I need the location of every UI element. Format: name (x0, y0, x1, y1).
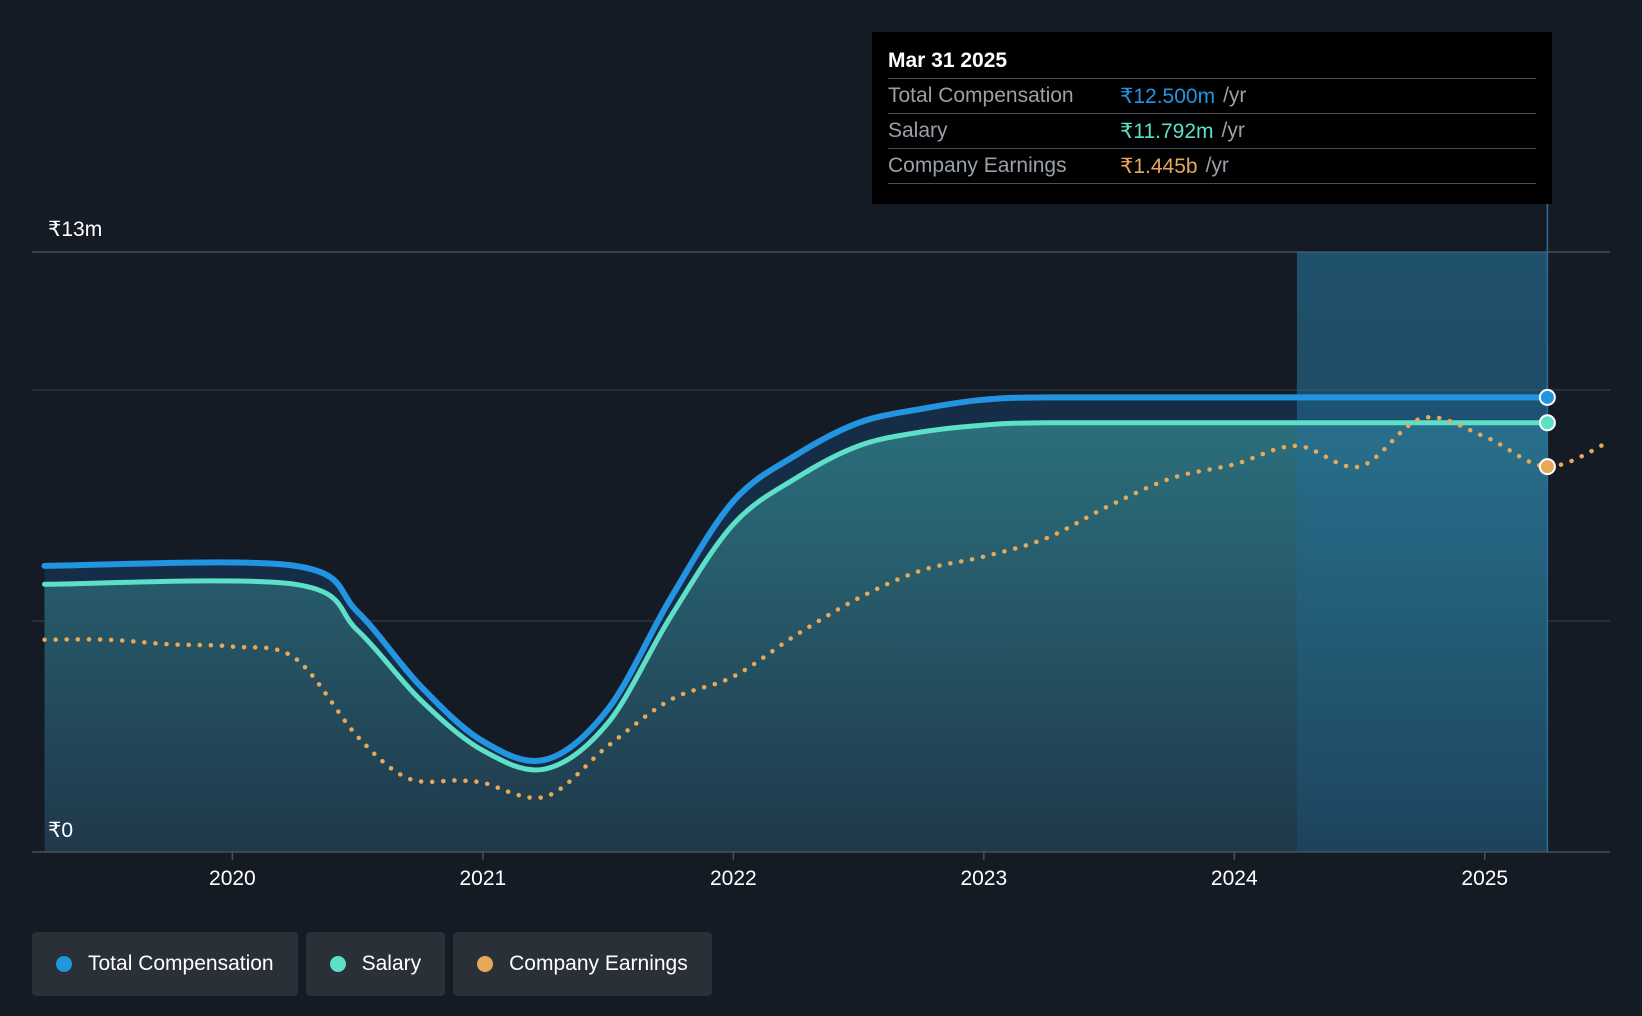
legend-item-total-compensation[interactable]: Total Compensation (32, 932, 298, 996)
chart-tooltip: Mar 31 2025 Total Compensation ₹12.500m … (872, 32, 1552, 204)
tooltip-value: ₹1.445b (1120, 154, 1198, 178)
legend-label: Salary (361, 952, 422, 975)
x-tick-label: 2024 (1211, 867, 1258, 890)
tooltip-unit: /yr (1205, 154, 1229, 177)
x-tick-label: 2023 (960, 867, 1007, 890)
x-tick-label: 2020 (209, 867, 256, 890)
tooltip-label: Total Compensation (888, 84, 1074, 107)
company-earnings-line (42, 414, 1613, 801)
total-compensation-marker (1538, 388, 1556, 406)
tooltip-unit: /yr (1221, 119, 1245, 142)
salary-area (44, 422, 1548, 852)
tooltip-label: Company Earnings (888, 154, 1067, 177)
chart-legend: Total Compensation Salary Company Earnin… (32, 932, 712, 996)
legend-dot-icon (477, 956, 494, 972)
tooltip-row-earnings: Company Earnings ₹1.445b /yr (888, 149, 1536, 184)
total-compensation-line (41, 394, 1551, 764)
tooltip-row-total: Total Compensation ₹12.500m /yr (888, 79, 1536, 114)
tooltip-value: ₹12.500m (1120, 84, 1216, 108)
tooltip-row-salary: Salary ₹11.792m /yr (888, 114, 1536, 149)
tooltip-value: ₹11.792m (1120, 119, 1214, 143)
company-earnings-marker (1538, 458, 1556, 476)
salary-marker (1538, 414, 1556, 432)
x-tick-label: 2025 (1461, 867, 1508, 890)
legend-dot-icon (56, 956, 72, 972)
tooltip-label: Salary (888, 119, 948, 142)
salary-line (42, 420, 1550, 773)
legend-dot-icon (329, 956, 346, 972)
tooltip-date: Mar 31 2025 (888, 44, 1536, 79)
legend-item-company-earnings[interactable]: Company Earnings (453, 932, 712, 996)
y-tick-label-max: ₹13m (48, 218, 102, 241)
legend-item-salary[interactable]: Salary (305, 932, 446, 996)
legend-label: Total Compensation (88, 952, 274, 975)
x-tick-label: 2022 (710, 867, 757, 890)
legend-label: Company Earnings (509, 952, 688, 975)
x-tick-label: 2021 (459, 867, 506, 890)
y-tick-label-zero: ₹0 (48, 819, 73, 842)
tooltip-unit: /yr (1223, 84, 1247, 107)
highlight-region (1296, 252, 1548, 852)
